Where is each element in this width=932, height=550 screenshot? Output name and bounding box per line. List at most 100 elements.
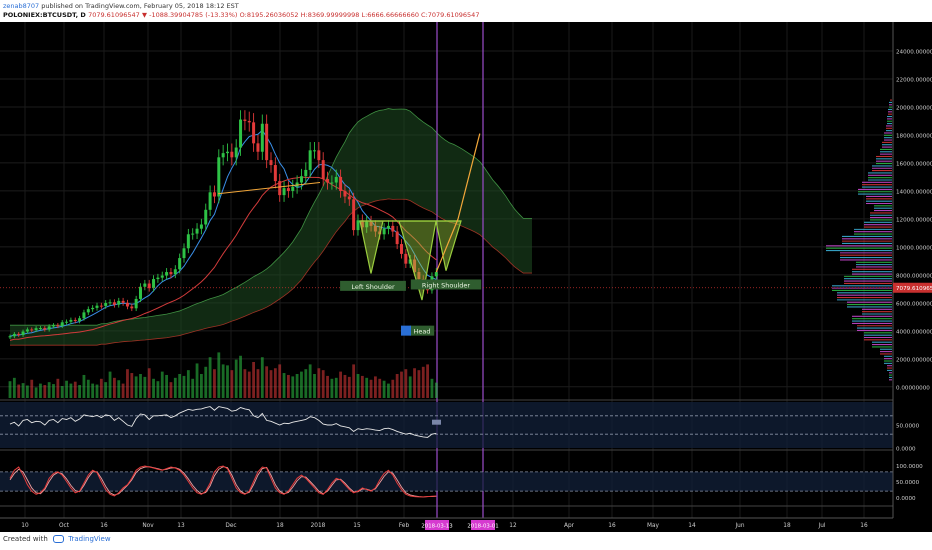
candle-body <box>25 329 29 332</box>
candle-body <box>308 150 312 170</box>
volume-bar <box>126 369 129 398</box>
candle-body <box>38 328 42 330</box>
candle-body <box>334 176 338 183</box>
volume-bar <box>243 369 247 398</box>
time-tick-label: Apr <box>564 523 575 529</box>
candle-body <box>95 305 99 308</box>
volume-bar <box>82 374 86 398</box>
candle-body <box>373 225 377 232</box>
volume-bar <box>282 373 286 398</box>
pattern-label-bg <box>410 279 482 290</box>
price-tick-label: 20000.00000000 <box>896 105 932 111</box>
volume-bar <box>221 364 225 398</box>
candle-body <box>291 186 295 191</box>
time-tick-label: Oct <box>59 523 70 529</box>
candle-body <box>265 123 269 161</box>
time-tick-label: 14 <box>688 523 696 529</box>
candle-body <box>230 151 234 158</box>
stoch-band <box>0 471 893 492</box>
date-marker-label: 2018-03-01 <box>467 524 498 530</box>
candle-body <box>182 248 186 259</box>
candle-body <box>339 176 343 191</box>
candle-body <box>400 244 403 254</box>
candle-body <box>221 153 225 158</box>
volume-bar <box>300 371 303 398</box>
candle-body <box>282 188 286 196</box>
candle-body <box>234 147 238 158</box>
time-tick-label: 13 <box>177 523 185 529</box>
created-with-text: Created with <box>3 535 48 543</box>
volume-bar <box>113 377 116 398</box>
volume-bar <box>378 378 382 398</box>
chart-area[interactable]: Left Shoulder Head Right Shoulder 24000.00… <box>0 22 932 532</box>
price-tick-label: 12000.00000000 <box>896 217 932 223</box>
volume-bar <box>317 368 321 398</box>
volume-profile <box>826 99 892 381</box>
candle-body <box>226 151 229 154</box>
candle-body <box>152 279 156 289</box>
time-tick-label: Nov <box>142 523 154 529</box>
candle-body <box>199 224 203 229</box>
candle-body <box>321 160 325 180</box>
candle-body <box>417 272 421 280</box>
volume-bar <box>169 382 173 398</box>
volume-bar <box>404 369 408 398</box>
volume-bar <box>304 369 308 398</box>
candle-body <box>65 321 69 323</box>
candle-body <box>12 333 16 337</box>
candle-body <box>17 333 21 336</box>
chart-canvas[interactable]: Left Shoulder Head Right Shoulder 24000.00… <box>0 22 932 532</box>
price-tick-label: 6000.00000000 <box>896 301 932 307</box>
volume-bar <box>39 383 42 398</box>
price-tick-label: 4000.00000000 <box>896 329 932 335</box>
volume-bar <box>108 371 112 398</box>
pattern-label: Head <box>414 328 431 336</box>
candle-body <box>86 309 90 313</box>
volume-bar <box>173 377 177 398</box>
volume-bar <box>30 379 34 398</box>
last-price: 7079.61096547 <box>88 11 140 19</box>
volume-bar <box>95 384 99 398</box>
volume-bar <box>78 385 81 398</box>
time-tick-label: Feb <box>399 523 410 529</box>
price-tick-label: 18000.00000000 <box>896 133 932 139</box>
pattern-label-bg <box>409 325 435 336</box>
tradingview-link[interactable]: TradingView <box>68 535 111 543</box>
date-marker-tag <box>425 520 449 530</box>
candle-body <box>47 326 51 330</box>
candle-body <box>143 283 147 287</box>
candle-body <box>178 258 182 270</box>
candle-body <box>365 221 369 228</box>
head-and-shoulders-pattern: Left Shoulder Head Right Shoulder <box>0 133 893 336</box>
price-change: ▼ -1088.39904785 (-13.33%) <box>142 11 238 19</box>
volume-bar <box>308 364 312 398</box>
time-tick-label: Dec <box>225 523 236 529</box>
volume-bar <box>156 381 160 398</box>
price-axis[interactable]: 24000.00000000 22000.00000000 20000.000000… <box>892 22 932 532</box>
volume-bar <box>130 373 134 398</box>
candle-body <box>169 272 173 275</box>
candle-body <box>108 302 112 304</box>
volume-bar <box>334 377 338 398</box>
volume-bar <box>352 364 356 398</box>
candle-body <box>369 221 373 226</box>
candle-body <box>30 329 34 331</box>
time-axis[interactable]: 10 Oct 16 Nov 13 Dec 18 2018 15 Feb 12 Apr 16 May 14 Ju… <box>0 517 932 532</box>
current-price-label: 7079.61096547 <box>896 286 932 292</box>
stoch-tick-label: 0.0000 <box>896 496 916 502</box>
candle-body <box>112 302 116 305</box>
time-axis-background <box>0 518 932 532</box>
volume-bar <box>160 371 164 398</box>
volume-bar <box>65 380 68 398</box>
candle-body <box>78 318 82 322</box>
candle-body <box>252 122 256 144</box>
candle-body <box>130 306 134 309</box>
author-link[interactable]: zenab8707 <box>3 2 40 10</box>
volume-bar <box>204 366 208 398</box>
volume-bar <box>265 366 269 398</box>
volume-bar <box>134 376 138 398</box>
volume-bar <box>430 378 434 398</box>
price-tick-label: 24000.00000000 <box>896 49 932 55</box>
volume-bar <box>339 371 342 398</box>
volume-bar <box>347 376 351 398</box>
